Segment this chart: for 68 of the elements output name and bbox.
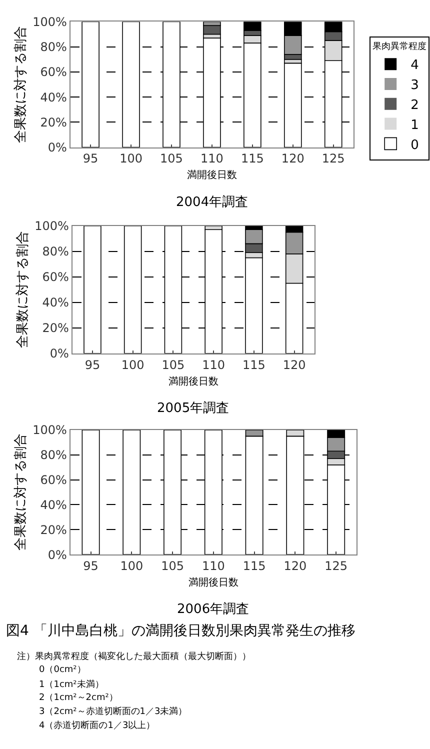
y-tick-label: 0% — [48, 140, 67, 155]
bar — [124, 226, 142, 354]
text: 4（赤道切断面の1／3以上） — [39, 720, 156, 731]
bar — [122, 22, 140, 148]
text: 2005年調査 — [157, 401, 230, 416]
caption: 図4 「川中島白桃」の満開後日数別果肉異常発生の推移 — [6, 623, 356, 639]
x-axis-title: 満開後日数 — [186, 169, 237, 182]
x-tick-label: 100 — [121, 358, 144, 372]
bar — [122, 430, 141, 555]
text: 0（0cm²） — [39, 665, 86, 675]
y-tick-label: 40% — [40, 498, 67, 512]
y-tick-label: 40% — [40, 90, 67, 104]
y-tick-label: 100% — [32, 423, 67, 438]
y-tick-label: 40% — [42, 296, 69, 310]
x-tick-label: 125 — [322, 152, 345, 166]
legend-label: 1 — [410, 118, 419, 133]
x-tick-label: 115 — [242, 358, 266, 372]
legend-label: 0 — [410, 138, 419, 153]
y-tick-label: 20% — [42, 321, 69, 336]
x-tick-label: 115 — [242, 558, 266, 573]
y-tick-label: 0% — [48, 548, 67, 562]
bar — [82, 22, 100, 148]
bar — [203, 25, 221, 35]
text: 1（1cm²未満） — [39, 679, 104, 690]
y-tick-label: 100% — [32, 14, 67, 29]
x-axis-title: 満開後日数 — [168, 375, 218, 388]
bar — [284, 62, 302, 148]
text: 注）果肉異常程度（褐変化した最大面積（最大切断面）） — [17, 651, 251, 662]
x-tick-label: 110 — [200, 152, 224, 166]
x-tick-label: 105 — [162, 358, 185, 372]
y-axis-title: 全果数に対する割合 — [14, 231, 31, 348]
y-tick-label: 0% — [50, 346, 69, 361]
text: 2004年調査 — [176, 195, 248, 210]
text: 2006年調査 — [177, 602, 250, 617]
y-tick-label: 80% — [42, 244, 69, 259]
x-tick-label: 120 — [282, 358, 306, 372]
bar — [82, 430, 100, 555]
bar — [84, 226, 102, 354]
y-axis-title: 全果数に対する割合 — [12, 26, 29, 144]
x-tick-label: 105 — [160, 152, 183, 166]
legend-label: 4 — [410, 58, 419, 74]
x-tick-label: 110 — [202, 358, 226, 372]
x-tick-label: 95 — [84, 358, 100, 372]
text: 3（2cm²～赤道切断面の1／3未満） — [39, 706, 188, 717]
x-tick-label: 120 — [281, 152, 304, 166]
y-tick-label: 20% — [40, 522, 67, 537]
x-axis-title: 満開後日数 — [188, 576, 238, 588]
x-tick-label: 100 — [120, 558, 144, 573]
x-tick-label: 95 — [82, 152, 98, 166]
x-tick-label: 95 — [83, 558, 98, 573]
x-tick-label: 120 — [284, 558, 307, 573]
text: 2（1cm²～2cm²） — [39, 693, 118, 703]
y-tick-label: 100% — [34, 219, 69, 234]
y-tick-label: 80% — [40, 448, 67, 462]
x-tick-label: 110 — [202, 558, 225, 573]
legend-label: 2 — [410, 98, 419, 113]
x-tick-label: 100 — [120, 152, 142, 166]
x-tick-label: 115 — [240, 152, 264, 166]
y-tick-label: 80% — [40, 40, 67, 54]
y-tick-label: 60% — [40, 65, 67, 80]
x-tick-label: 125 — [324, 558, 348, 573]
y-tick-label: 60% — [42, 270, 69, 284]
y-tick-label: 20% — [40, 115, 67, 130]
legend-title: 果肉異常程度 — [372, 41, 427, 52]
y-tick-label: 60% — [40, 472, 67, 487]
y-axis-title: 全果数に対する割合 — [12, 434, 29, 551]
x-tick-label: 105 — [161, 558, 184, 573]
legend-label: 3 — [410, 78, 419, 94]
